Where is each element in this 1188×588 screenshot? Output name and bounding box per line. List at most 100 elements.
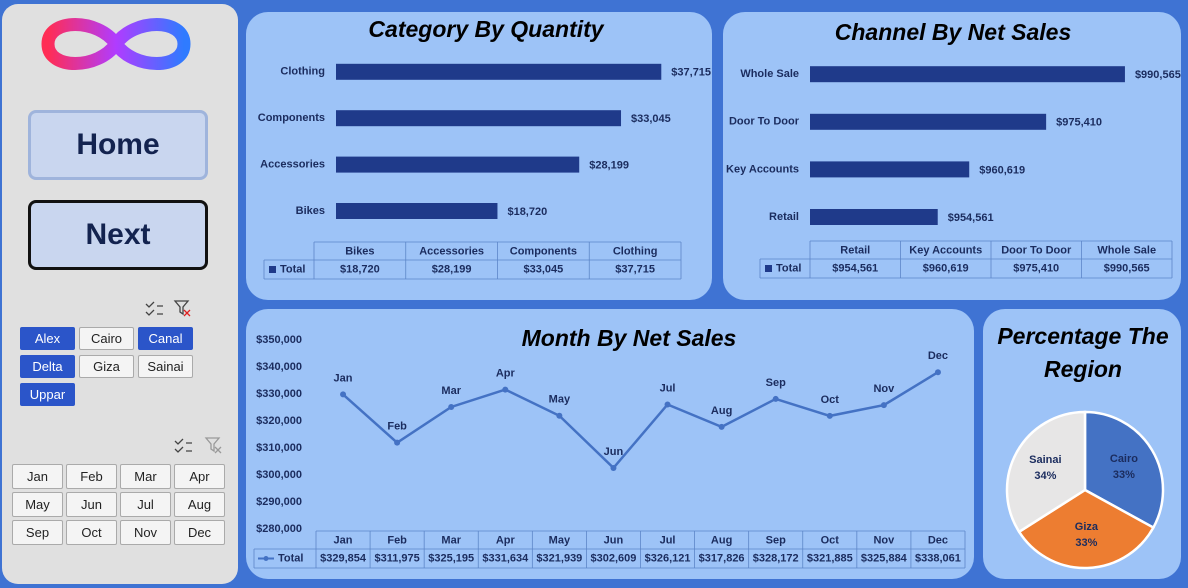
panel bbox=[246, 12, 712, 300]
point bbox=[556, 412, 563, 419]
data-label: $954,561 bbox=[948, 212, 994, 224]
point bbox=[772, 395, 779, 402]
slice-value: 33% bbox=[1075, 537, 1097, 549]
chart-title: Channel By Net Sales bbox=[835, 19, 1071, 45]
point-label: Jun bbox=[604, 446, 624, 458]
month-filter[interactable]: Jul bbox=[120, 492, 171, 517]
table-header: Door To Door bbox=[1001, 244, 1072, 256]
table-value: $328,172 bbox=[753, 552, 799, 564]
bar bbox=[810, 66, 1125, 83]
month-filter[interactable]: Dec bbox=[174, 520, 225, 545]
table-header: Whole Sale bbox=[1097, 244, 1156, 256]
y-tick-label: $340,000 bbox=[256, 361, 302, 373]
month-filter[interactable]: Jan bbox=[12, 464, 63, 489]
slice-value: 34% bbox=[1034, 470, 1056, 482]
table-header: Dec bbox=[928, 534, 948, 546]
month-filter[interactable]: Sep bbox=[12, 520, 63, 545]
region-filter[interactable]: Sainai bbox=[138, 355, 193, 378]
point-label: Aug bbox=[711, 405, 732, 417]
panel bbox=[246, 309, 974, 579]
table-value: $960,619 bbox=[923, 262, 969, 274]
point-label: Jul bbox=[660, 382, 676, 394]
bar bbox=[810, 209, 938, 225]
table-header: Apr bbox=[496, 534, 516, 546]
data-label: $990,565 bbox=[1135, 69, 1181, 81]
y-tick-label: $300,000 bbox=[256, 469, 302, 481]
point-label: Apr bbox=[496, 367, 516, 379]
point-label: Feb bbox=[387, 421, 407, 433]
point bbox=[394, 439, 401, 446]
table-header: Aug bbox=[711, 534, 732, 546]
data-label: $18,720 bbox=[507, 206, 547, 218]
data-label: $33,045 bbox=[631, 113, 671, 125]
table-value: $317,826 bbox=[699, 552, 745, 564]
point-label: Dec bbox=[928, 350, 948, 362]
bar bbox=[336, 203, 498, 219]
month-filter[interactable]: Feb bbox=[66, 464, 117, 489]
table-header: Clothing bbox=[613, 245, 658, 257]
point bbox=[448, 403, 455, 410]
slice-label: Sainai bbox=[1029, 454, 1061, 466]
table-header: Retail bbox=[840, 244, 870, 256]
legend-label: Total bbox=[280, 263, 305, 275]
table-value: $321,885 bbox=[807, 552, 853, 564]
point bbox=[826, 412, 833, 419]
y-tick-label: $310,000 bbox=[256, 442, 302, 454]
chart-title: Month By Net Sales bbox=[522, 325, 737, 351]
bar bbox=[336, 63, 662, 80]
point-label: May bbox=[549, 394, 571, 406]
chart-title: Category By Quantity bbox=[368, 16, 604, 42]
y-tick-label: $280,000 bbox=[256, 523, 302, 535]
table-header: Oct bbox=[821, 534, 840, 546]
category-label: Whole Sale bbox=[740, 68, 799, 80]
table-header: Components bbox=[510, 245, 577, 257]
month-filter[interactable]: May bbox=[12, 492, 63, 517]
logo bbox=[41, 18, 191, 70]
point-label: Oct bbox=[821, 394, 840, 406]
data-label: $960,619 bbox=[979, 164, 1025, 176]
table-value: $326,121 bbox=[645, 552, 691, 564]
category-label: Bikes bbox=[296, 205, 325, 217]
logo-icons bbox=[41, 18, 222, 454]
month-filter[interactable]: Apr bbox=[174, 464, 225, 489]
table-value: $28,199 bbox=[432, 263, 472, 275]
table-value: $329,854 bbox=[320, 552, 367, 564]
month-filter[interactable]: Jun bbox=[66, 492, 117, 517]
point bbox=[934, 369, 941, 376]
bar bbox=[336, 110, 622, 127]
y-tick-label: $290,000 bbox=[256, 496, 302, 508]
next-button[interactable]: Next bbox=[28, 200, 208, 270]
region-filter[interactable]: Delta bbox=[20, 355, 75, 378]
table-header: May bbox=[549, 534, 571, 546]
month-filter[interactable]: Nov bbox=[120, 520, 171, 545]
month-filter[interactable]: Aug bbox=[174, 492, 225, 517]
slicer-icons bbox=[145, 300, 222, 454]
bar bbox=[810, 113, 1047, 130]
table-header: Bikes bbox=[345, 245, 374, 257]
month-filter[interactable]: Mar bbox=[120, 464, 171, 489]
point-label: Jan bbox=[334, 372, 353, 384]
table-value: $311,975 bbox=[374, 552, 419, 564]
region-filter[interactable]: Alex bbox=[20, 327, 75, 350]
table-header: Jan bbox=[334, 534, 353, 546]
slice-label: Giza bbox=[1075, 521, 1099, 533]
y-tick-label: $330,000 bbox=[256, 388, 302, 400]
region-filter[interactable]: Cairo bbox=[79, 327, 134, 350]
home-button[interactable]: Home bbox=[28, 110, 208, 180]
data-label: $37,715 bbox=[671, 67, 711, 79]
table-value: $321,939 bbox=[536, 552, 582, 564]
region-filter[interactable]: Uppar bbox=[20, 383, 75, 406]
table-value: $18,720 bbox=[340, 263, 380, 275]
category-label: Accessories bbox=[260, 159, 325, 171]
slice-label: Cairo bbox=[1110, 453, 1138, 465]
table-header: Key Accounts bbox=[909, 244, 982, 256]
region-filter[interactable]: Giza bbox=[79, 355, 134, 378]
category-label: Retail bbox=[769, 211, 799, 223]
point bbox=[880, 402, 887, 409]
pie-slice bbox=[1005, 410, 1087, 534]
category-label: Door To Door bbox=[729, 116, 800, 128]
region-filter[interactable]: Canal bbox=[138, 327, 193, 350]
panel bbox=[723, 12, 1181, 300]
month-filter[interactable]: Oct bbox=[66, 520, 117, 545]
